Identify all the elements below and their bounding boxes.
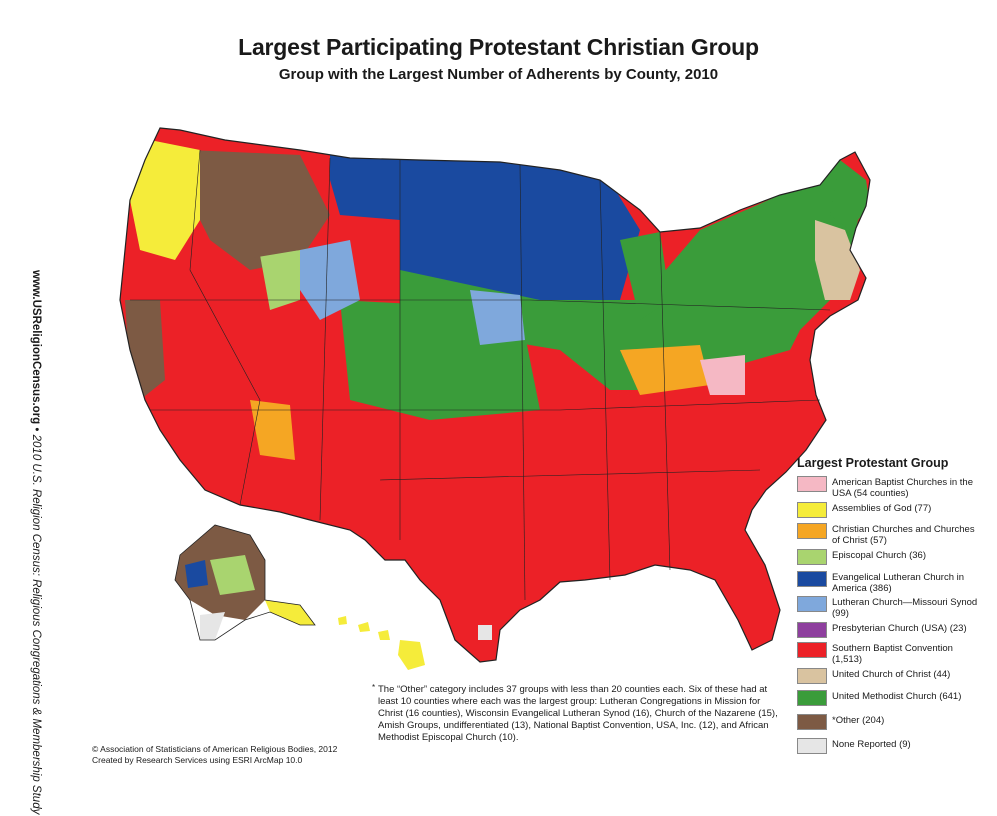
hawaii-island-1 (338, 616, 347, 625)
footnote-star: * (372, 683, 376, 692)
hawaii-island-3 (378, 630, 390, 640)
alaska (174, 524, 316, 641)
legend-swatch (797, 571, 827, 587)
copyright-line-2: Created by Research Services using ESRI … (92, 755, 303, 765)
legend-swatch (797, 596, 827, 612)
legend-label: Assemblies of God (77) (832, 503, 932, 514)
legend-swatch (797, 523, 827, 539)
border-east-1 (659, 231, 671, 571)
legend-label: Evangelical Lutheran Church in America (… (832, 572, 965, 594)
region-methodist-mi (620, 232, 670, 320)
state-borders (130, 149, 831, 601)
region-lutheran-elca (330, 150, 640, 300)
alaska-none-reported (200, 612, 225, 640)
legend-label: Christian Churches and Churches of Chris… (832, 524, 975, 546)
border-west-2 (319, 157, 331, 521)
region-maine-methodist (830, 160, 870, 230)
legend-label: United Methodist Church (641) (832, 691, 962, 702)
region-christian-churches-oh (620, 345, 710, 395)
legend-swatch (797, 668, 827, 684)
copyright-line-1: © Association of Statisticians of Americ… (92, 744, 338, 754)
legend-swatch (797, 690, 827, 706)
legend-label: United Church of Christ (44) (832, 669, 951, 680)
alaska-outline (174, 524, 316, 641)
legend-label: *Other (204) (832, 715, 885, 726)
border-south-band (379, 469, 761, 481)
legend-swatch (797, 476, 827, 492)
legend-title: Largest Protestant Group (797, 456, 949, 470)
region-lutheran-wi (560, 210, 625, 300)
region-episcopal-west (260, 250, 300, 310)
legend-swatch (797, 714, 827, 730)
us-outline (119, 127, 871, 663)
legend-swatch (797, 549, 827, 565)
map-subtitle: Group with the Largest Number of Adheren… (278, 66, 719, 83)
hawaii-big-island (398, 640, 425, 670)
legend-label: Southern Baptist Convention (1,513) (832, 643, 953, 665)
legend-swatch (797, 622, 827, 638)
region-christian-churches-nv (250, 400, 295, 460)
border-plains-2 (519, 164, 526, 601)
legend-label: None Reported (9) (832, 739, 911, 750)
map-title: Largest Participating Protestant Christi… (238, 34, 759, 60)
legend-label: Presbyterian Church (USA) (23) (832, 623, 967, 634)
legend-swatch (797, 502, 827, 518)
alaska-lutheran (185, 560, 208, 588)
region-american-baptist-wv (700, 355, 745, 395)
legend-swatch (797, 642, 827, 658)
region-ucc (815, 220, 860, 300)
map-legend: Largest Protestant Group American Baptis… (797, 456, 987, 754)
region-assemblies-nw (130, 140, 200, 260)
border-mid-band (150, 399, 821, 411)
legend-label: Lutheran Church—Missouri Synod (99) (832, 597, 978, 619)
footnote: * The “Other” category includes 37 group… (372, 683, 778, 744)
border-north-band (130, 299, 831, 311)
region-other-wy (230, 200, 300, 260)
footnote-text: The “Other” category includes 37 groups … (378, 684, 778, 743)
legend-label: American Baptist Churches in the USA (54… (832, 477, 973, 499)
region-lcms-iowa (470, 290, 525, 345)
hawaii (338, 616, 425, 670)
legend-label: Episcopal Church (36) (832, 550, 926, 561)
copyright: © Association of Statisticians of Americ… (92, 744, 392, 766)
border-mississippi (599, 179, 611, 581)
legend-swatch (797, 738, 827, 754)
region-none-reported-tx (478, 625, 492, 640)
alaska-episcopal (210, 555, 255, 595)
hawaii-island-2 (358, 622, 370, 632)
alaska-panhandle (265, 600, 315, 625)
border-west-1 (189, 149, 261, 506)
